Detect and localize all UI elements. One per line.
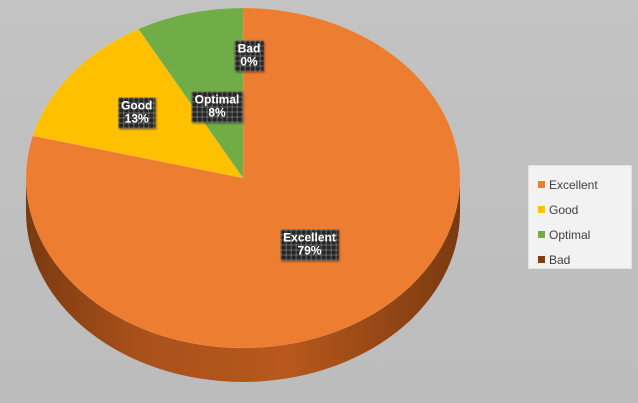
legend-label: Excellent xyxy=(549,177,598,192)
data-label-category: Optimal xyxy=(194,92,240,107)
data-label-category: Bad xyxy=(237,41,261,56)
legend-label: Good xyxy=(549,202,579,217)
legend-swatch xyxy=(538,231,545,238)
pie-side-wall xyxy=(26,178,460,382)
legend-label: Optimal xyxy=(549,227,591,242)
legend-item-bad[interactable]: Bad xyxy=(538,247,631,272)
data-label-category: Good xyxy=(121,98,153,113)
legend-swatch xyxy=(538,181,545,188)
chart-legend: Excellent Good Optimal Bad xyxy=(528,165,632,269)
legend-item-excellent[interactable]: Excellent xyxy=(538,172,631,197)
data-label-value: 13% xyxy=(124,111,149,126)
legend-swatch xyxy=(538,206,545,213)
pie-slice-excellent[interactable] xyxy=(25,7,461,349)
legend-item-good[interactable]: Good xyxy=(538,197,631,222)
pie-slice-optimal[interactable] xyxy=(138,7,244,179)
legend-label: Bad xyxy=(549,252,571,267)
data-label-excellent: Excellent 79% xyxy=(280,230,339,261)
data-label-value: 79% xyxy=(297,243,322,258)
data-label-optimal: Optimal 8% xyxy=(192,91,243,122)
data-label-value: 8% xyxy=(208,105,226,120)
legend-item-optimal[interactable]: Optimal xyxy=(538,222,631,247)
data-label-bad: Bad 0% xyxy=(235,40,264,71)
legend-swatch xyxy=(538,256,545,263)
data-label-value: 0% xyxy=(240,54,258,69)
data-label-category: Excellent xyxy=(283,230,336,245)
data-label-good: Good 13% xyxy=(118,98,155,129)
